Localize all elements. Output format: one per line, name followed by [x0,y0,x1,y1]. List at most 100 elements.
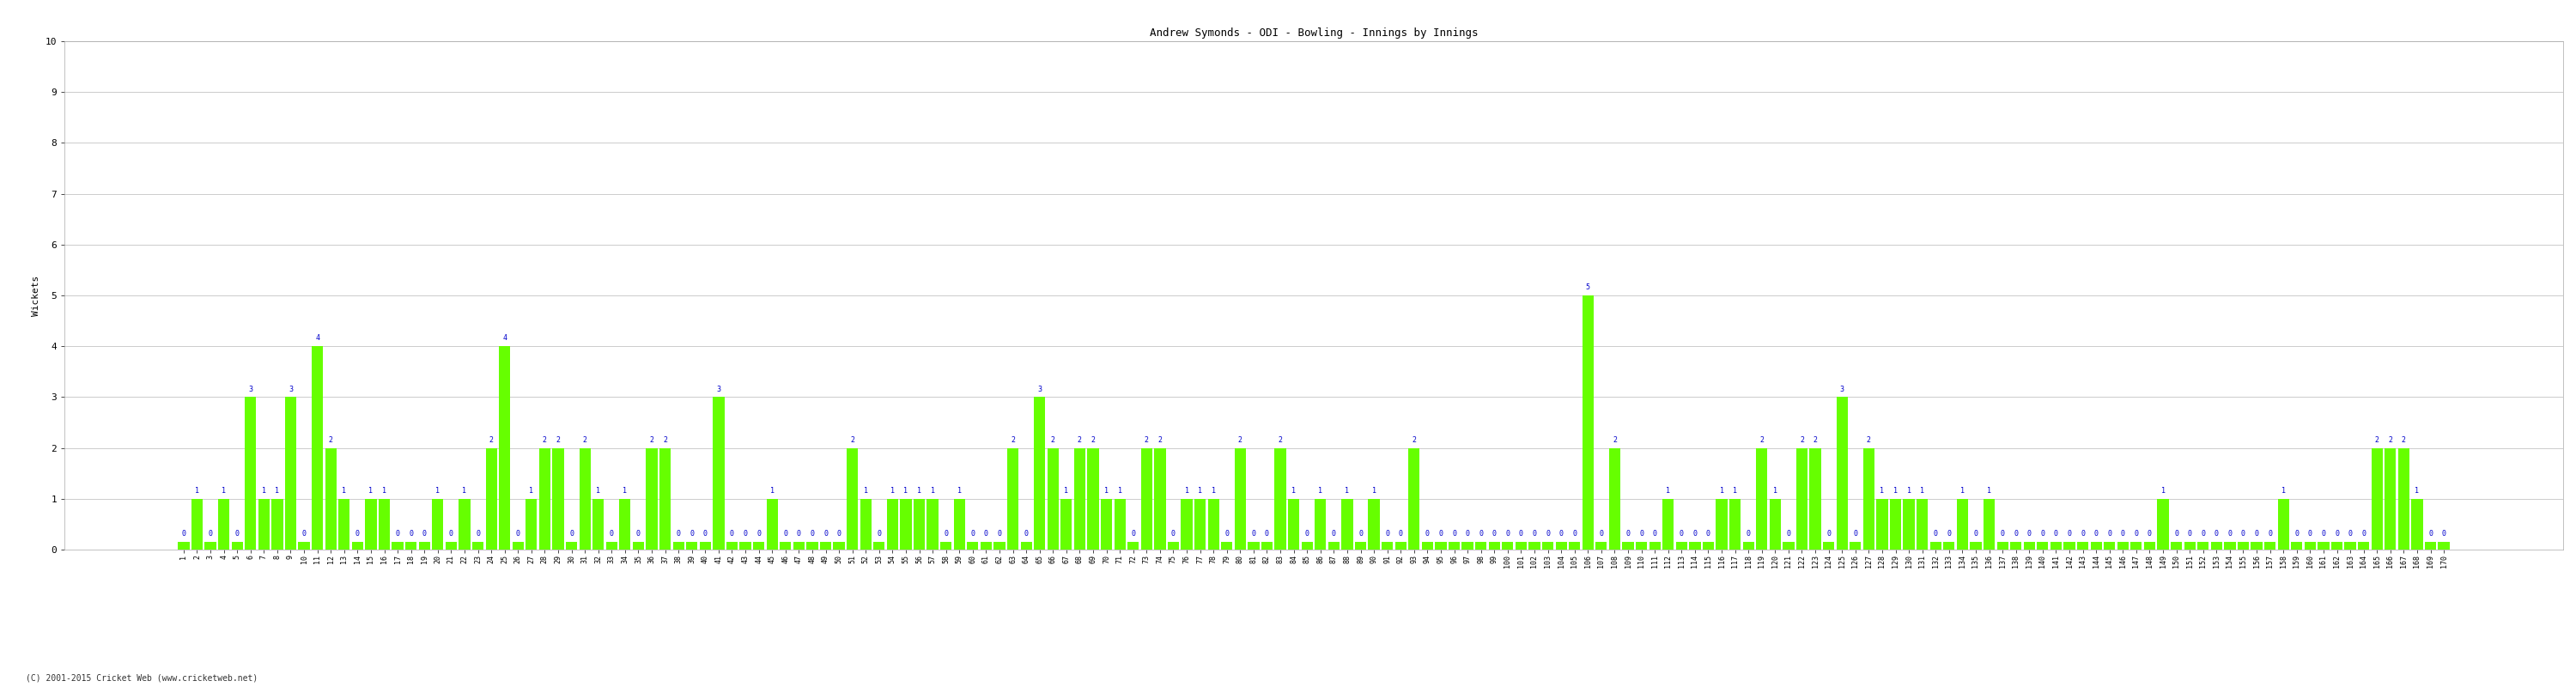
Text: 2: 2 [1278,436,1283,444]
Bar [2331,542,2342,550]
Bar [860,499,871,550]
Bar [513,542,523,550]
Bar [1783,542,1795,550]
Text: 0: 0 [234,530,240,538]
Bar [1904,499,1914,550]
Text: 0: 0 [1520,530,1522,538]
Text: 0: 0 [1265,530,1270,538]
Text: 3: 3 [1038,385,1041,393]
Bar [672,542,685,550]
Bar [1141,448,1151,550]
Bar [1996,542,2009,550]
Text: 2: 2 [1239,436,1242,444]
Bar [232,542,242,550]
Text: 1: 1 [2282,487,2285,495]
Bar [459,499,471,550]
Bar [1221,542,1231,550]
Bar [1167,542,1180,550]
Text: 0: 0 [1479,530,1484,538]
Text: 0: 0 [703,530,708,538]
Text: 0: 0 [971,530,974,538]
Text: 0: 0 [1252,530,1255,538]
Bar [1061,499,1072,550]
Text: 0: 0 [1558,530,1564,538]
Bar [580,448,590,550]
Text: 1: 1 [1064,487,1069,495]
Text: 2: 2 [556,436,559,444]
Bar [1409,448,1419,550]
Bar [1368,499,1381,550]
Bar [634,542,644,550]
Bar [592,499,603,550]
Text: 0: 0 [2174,530,2179,538]
Bar [191,499,204,550]
Text: 1: 1 [1721,487,1723,495]
Text: 0: 0 [729,530,734,538]
Bar [768,499,778,550]
Bar [819,542,832,550]
Bar [446,542,456,550]
Text: 0: 0 [2308,530,2313,538]
Text: 2: 2 [2388,436,2393,444]
Bar [1381,542,1394,550]
Text: 0: 0 [1935,530,1937,538]
Text: 0: 0 [301,530,307,538]
Text: 0: 0 [209,530,214,538]
Text: 1: 1 [1734,487,1736,495]
Bar [2264,542,2275,550]
Text: 0: 0 [1358,530,1363,538]
Text: 2: 2 [1801,436,1803,444]
Text: 0: 0 [1705,530,1710,538]
Text: 0: 0 [2241,530,2246,538]
Text: 0: 0 [2254,530,2259,538]
Text: 1: 1 [770,487,775,495]
Text: 0: 0 [984,530,989,538]
Text: 3: 3 [247,385,252,393]
Text: 0: 0 [2215,530,2218,538]
Bar [1048,448,1059,550]
Text: 0: 0 [1852,530,1857,538]
Text: 0: 0 [809,530,814,538]
Bar [270,499,283,550]
Text: 1: 1 [196,487,198,495]
Bar [994,542,1005,550]
Text: 2: 2 [662,436,667,444]
Text: 0: 0 [943,530,948,538]
Bar [337,499,350,550]
Text: 0: 0 [2053,530,2058,538]
Bar [392,542,404,550]
Text: 0: 0 [1453,530,1455,538]
Text: 1: 1 [1667,487,1669,495]
Bar [1808,448,1821,550]
Bar [258,499,270,550]
Bar [899,499,912,550]
Bar [1448,542,1461,550]
Text: 0: 0 [2069,530,2071,538]
Bar [953,499,966,550]
Bar [1301,542,1314,550]
Text: 1: 1 [1291,487,1296,495]
Bar [1154,448,1167,550]
Text: 0: 0 [1600,530,1602,538]
Bar [793,542,804,550]
Text: 0: 0 [744,530,747,538]
Text: 0: 0 [2429,530,2432,538]
Bar [806,542,819,550]
Bar [353,542,363,550]
Bar [1703,542,1713,550]
Text: 1: 1 [1319,487,1321,495]
Text: 0: 0 [1386,530,1388,538]
Bar [701,542,711,550]
Bar [1662,499,1674,550]
Text: 0: 0 [611,530,613,538]
Text: 1: 1 [1198,487,1203,495]
Text: 0: 0 [1399,530,1404,538]
Text: 0: 0 [2148,530,2151,538]
Bar [567,542,577,550]
Text: 1: 1 [2414,487,2419,495]
Bar [1461,542,1473,550]
Bar [526,499,536,550]
Bar [1556,542,1566,550]
Text: 0: 0 [1947,530,1950,538]
Bar [940,542,951,550]
